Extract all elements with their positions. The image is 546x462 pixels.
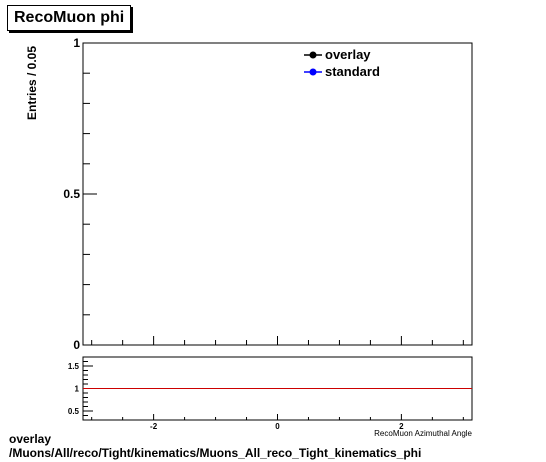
legend-label-standard: standard: [325, 64, 380, 79]
ratio-y-axis: 0.5 1 1.5: [68, 361, 93, 416]
main-y-axis: 00.51: [63, 36, 97, 352]
y-tick-label: 0.5: [63, 187, 80, 201]
y-tick-label: 0: [73, 338, 80, 352]
x-axis-label: RecoMuon Azimuthal Angle: [374, 429, 472, 438]
ratio-x-tick-label: 2: [399, 422, 404, 431]
legend: overlay standard: [304, 47, 380, 79]
chart-title: RecoMuon phi: [7, 5, 132, 31]
ratio-x-axis: -2 0 2: [91, 414, 464, 431]
legend-entry-standard: standard: [304, 64, 380, 79]
legend-marker-standard: [309, 68, 317, 76]
ratio-y-tick-label: 1: [75, 385, 80, 394]
y-axis-label: Entries / 0.05: [25, 46, 39, 120]
main-x-axis: [91, 336, 464, 345]
ratio-x-tick-label: -2: [150, 422, 158, 431]
y-tick-label: 1: [73, 36, 80, 50]
ratio-x-tick-label: 0: [275, 422, 280, 431]
legend-marker-overlay: [309, 51, 317, 59]
main-plot-frame: [82, 42, 473, 346]
ratio-y-tick-label: 1.5: [68, 362, 80, 371]
footer-line1: overlay: [9, 432, 52, 446]
legend-entry-overlay: overlay: [304, 47, 371, 62]
footer-path: /Muons/All/reco/Tight/kinematics/Muons_A…: [9, 446, 422, 460]
legend-label-overlay: overlay: [325, 47, 371, 62]
ratio-y-tick-label: 0.5: [68, 407, 80, 416]
